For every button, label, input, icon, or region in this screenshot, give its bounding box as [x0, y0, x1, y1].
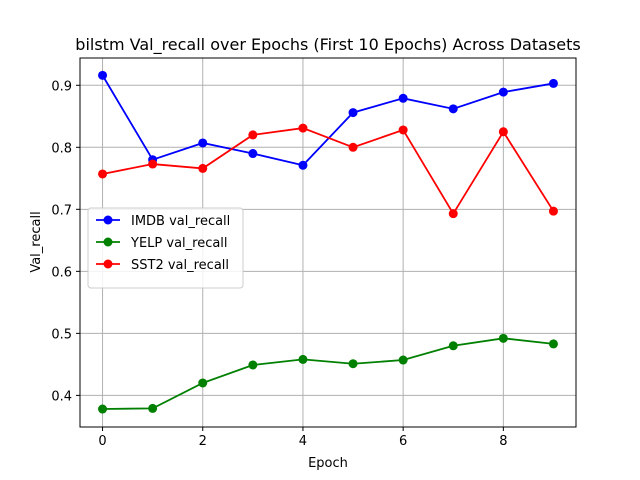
data-point: [248, 360, 258, 370]
legend-label: SST2 val_recall: [131, 258, 229, 273]
legend-item: IMDB val_recall: [96, 214, 230, 229]
y-tick-label: 0.6: [51, 265, 72, 280]
legend-label: YELP val_recall: [130, 236, 228, 251]
y-axis: 0.4 0.5 0.6 0.7 0.8 0.9: [51, 79, 80, 404]
y-tick-label: 0.9: [51, 79, 72, 94]
y-tick-label: 0.4: [51, 389, 72, 404]
series-layer: [98, 70, 558, 414]
x-tick-label: 6: [399, 434, 407, 449]
legend-marker: [103, 259, 113, 269]
series-line: [102, 337, 554, 410]
data-point: [298, 123, 308, 133]
data-point: [548, 206, 558, 216]
y-tick-label: 0.7: [51, 203, 72, 218]
legend-label: IMDB val_recall: [131, 214, 230, 229]
legend-item: YELP val_recall: [96, 236, 228, 251]
x-axis-title: Epoch: [308, 456, 348, 471]
data-point: [248, 149, 258, 159]
chart-title: bilstm Val_recall over Epochs (First 10 …: [75, 35, 580, 55]
legend-box: [87, 207, 244, 289]
plot-frame: [79, 57, 577, 428]
data-point: [198, 138, 208, 148]
data-point: [98, 404, 108, 414]
data-point: [148, 403, 158, 413]
x-tick-label: 0: [98, 434, 106, 449]
data-point: [298, 160, 308, 170]
series-3: [98, 123, 558, 219]
data-point: [398, 355, 408, 365]
series-line: [101, 74, 554, 167]
data-point: [348, 359, 358, 369]
data-point: [198, 163, 208, 173]
data-point: [548, 339, 558, 349]
series-line: [102, 127, 555, 216]
data-point: [448, 209, 458, 219]
y-tick-label: 0.5: [51, 327, 72, 342]
y-tick-label: 0.8: [51, 141, 72, 156]
data-point: [348, 108, 358, 118]
series-1: [98, 70, 558, 170]
data-point: [198, 378, 208, 388]
data-point: [98, 70, 108, 80]
data-point: [548, 78, 558, 88]
x-tick-label: 4: [299, 434, 307, 449]
data-point: [298, 354, 308, 364]
data-point: [148, 159, 158, 169]
data-point: [248, 130, 258, 140]
x-tick-label: 8: [499, 434, 507, 449]
data-point: [498, 333, 508, 343]
legend-marker: [103, 215, 113, 225]
legend-item: SST2 val_recall: [96, 258, 229, 273]
x-axis: 0 2 4 6 8: [98, 427, 507, 449]
data-point: [98, 169, 108, 179]
data-point: [448, 104, 458, 114]
data-point: [448, 341, 458, 351]
series-2: [98, 333, 558, 414]
legend: IMDB val_recall YELP val_recall SST2 val_r…: [87, 207, 244, 289]
data-point: [398, 93, 408, 103]
y-axis-title: Val_recall: [29, 211, 44, 272]
data-point: [498, 87, 508, 97]
legend-marker: [103, 237, 113, 247]
data-point: [348, 142, 358, 152]
data-point: [398, 125, 408, 135]
x-tick-label: 2: [199, 434, 207, 449]
data-point: [498, 127, 508, 137]
